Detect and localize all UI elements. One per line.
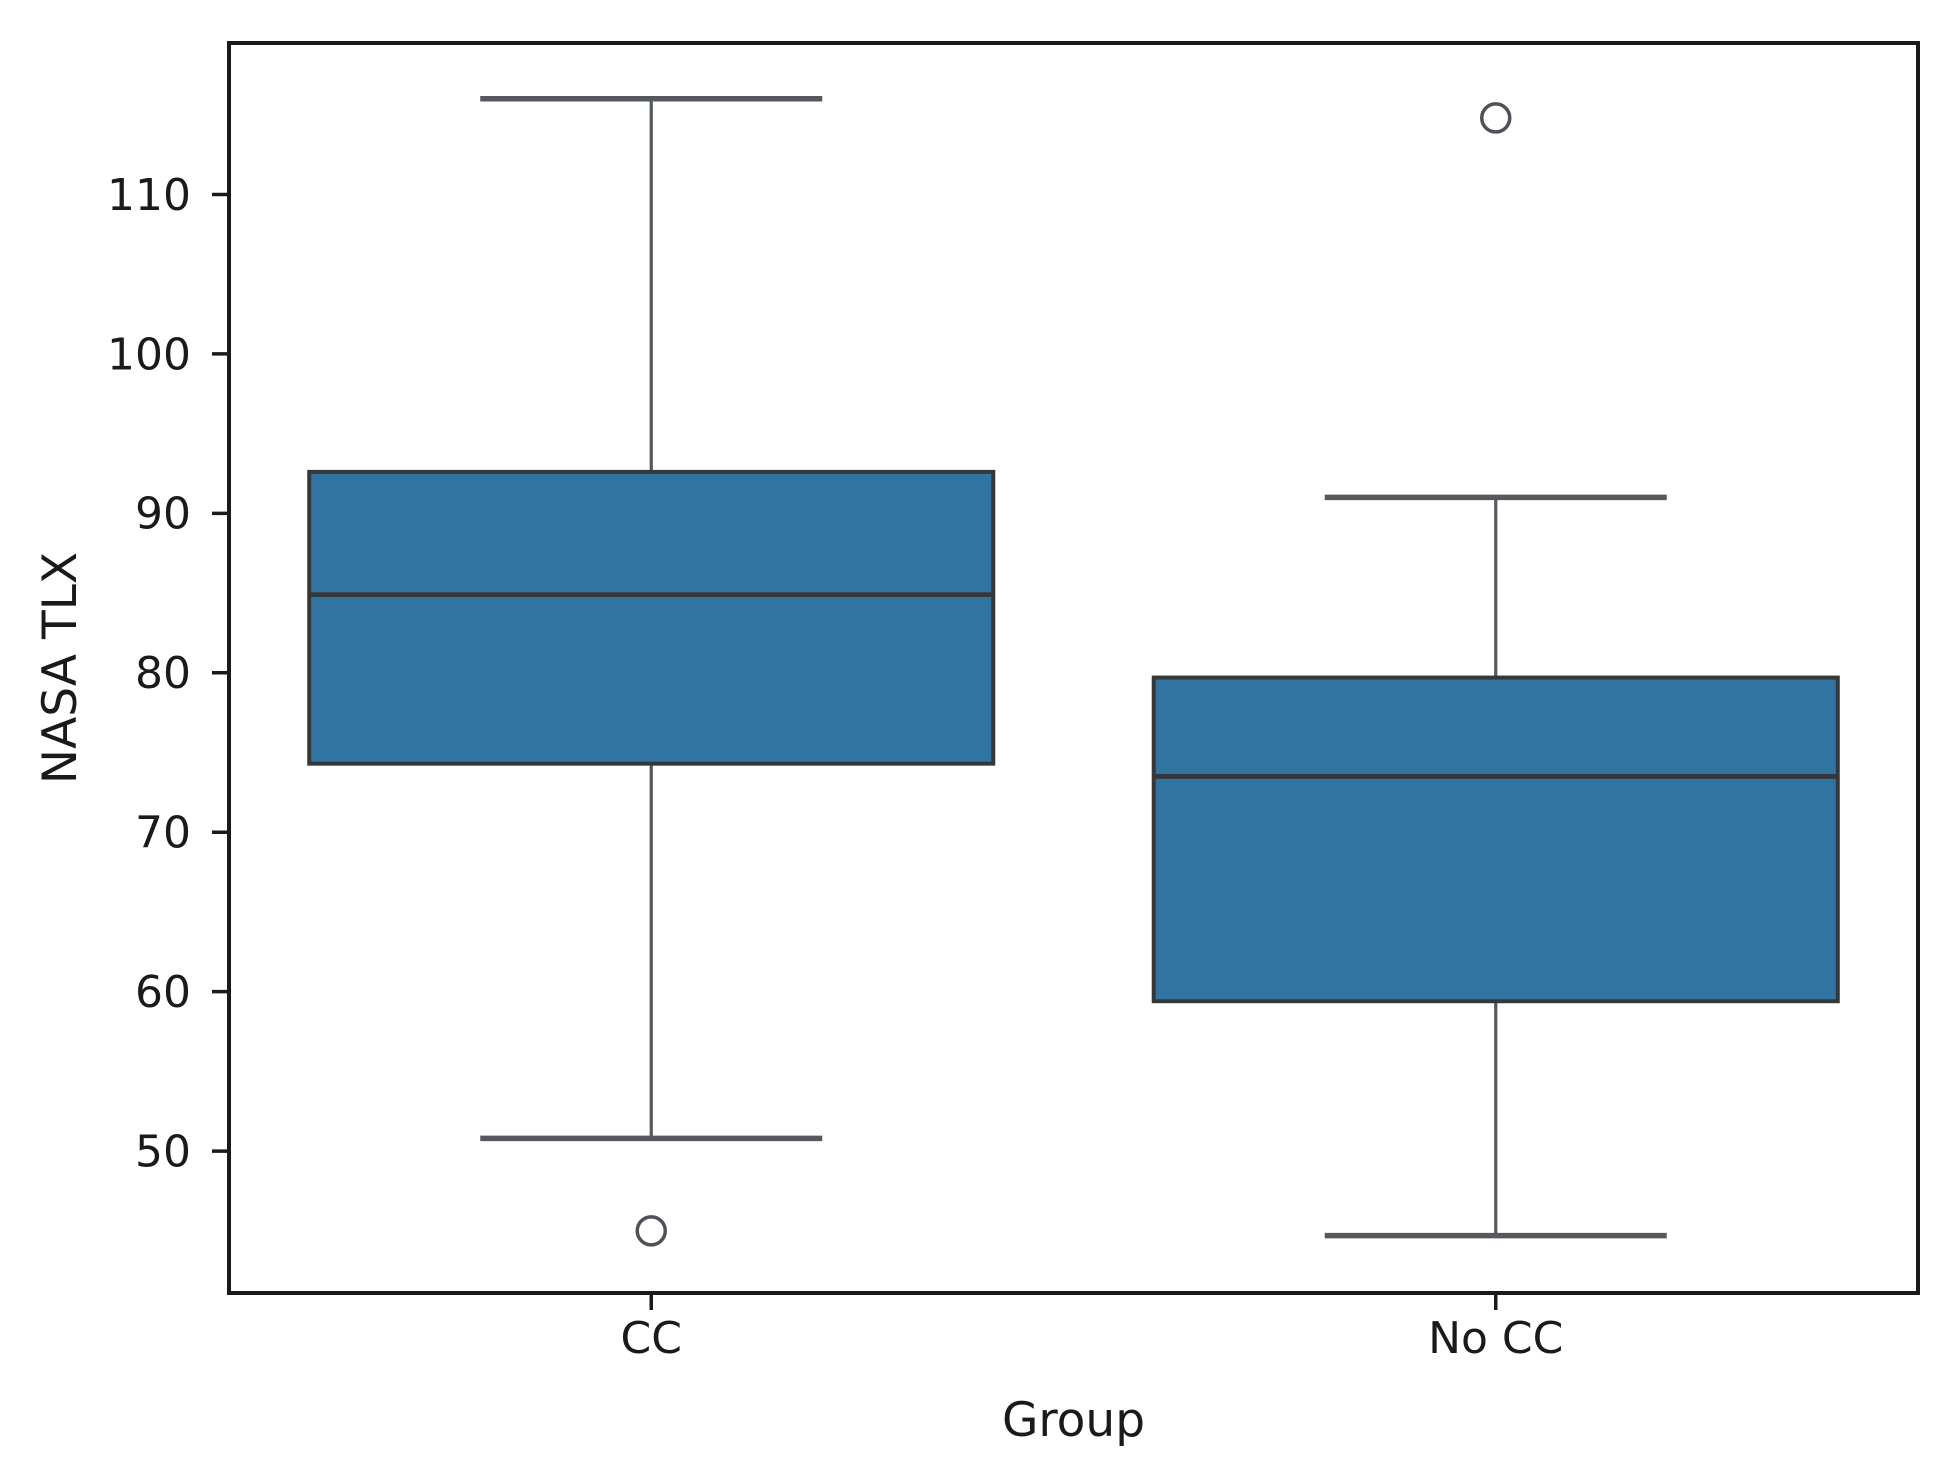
y-tick-label: 90: [135, 489, 191, 540]
y-tick-label: 50: [135, 1126, 191, 1177]
y-axis-label: NASA TLX: [33, 552, 88, 784]
outlier-no-cc: [1480, 102, 1512, 134]
box-cc: [307, 469, 996, 766]
x-axis-label: Group: [1002, 1393, 1145, 1448]
y-tick-label: 70: [135, 808, 191, 859]
y-tick-label: 60: [135, 967, 191, 1018]
x-tick-label-cc: CC: [621, 1313, 682, 1364]
box-no-cc: [1151, 675, 1840, 1004]
outlier-cc: [635, 1215, 667, 1247]
x-tick-label-no-cc: No CC: [1428, 1313, 1563, 1364]
y-tick-label: 110: [107, 170, 191, 221]
y-tick-label: 100: [107, 329, 191, 380]
plot-border: [227, 41, 1920, 1295]
y-tick-label: 80: [135, 648, 191, 699]
